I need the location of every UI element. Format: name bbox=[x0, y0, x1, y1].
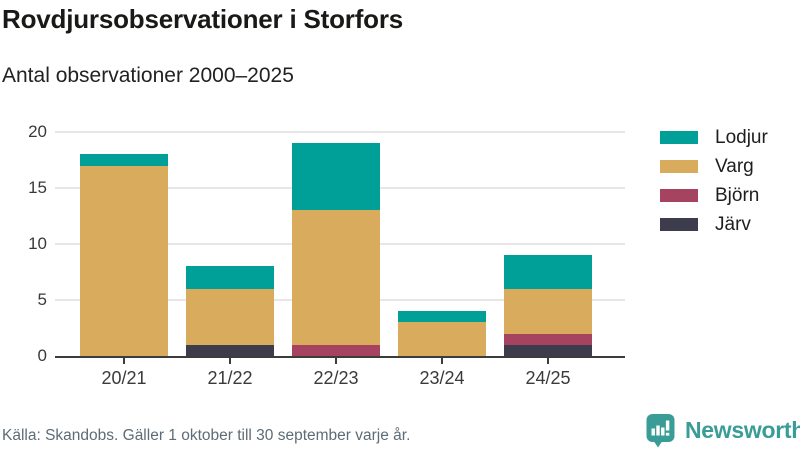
bar-segment-varg bbox=[504, 288, 592, 334]
y-axis-tick-label: 20 bbox=[28, 122, 47, 141]
source-note: Källa: Skandobs. Gäller 1 oktober till 3… bbox=[2, 427, 411, 444]
legend-swatch-jrv bbox=[660, 218, 698, 231]
bar-segment-varg bbox=[398, 322, 486, 356]
x-axis-tick-label: 20/21 bbox=[101, 368, 147, 388]
stacked-bar-2021 bbox=[80, 154, 168, 356]
bar-segment-bjrn bbox=[504, 333, 592, 345]
legend-label: Järv bbox=[715, 214, 751, 235]
y-axis-tick-label: 15 bbox=[28, 178, 47, 197]
x-axis-tick-label: 22/23 bbox=[313, 368, 359, 388]
stacked-bar-2122 bbox=[186, 266, 274, 356]
legend-item-lodjur: Lodjur bbox=[660, 127, 768, 148]
gridline-y-20 bbox=[55, 131, 625, 133]
bar-segment-lodjur bbox=[398, 311, 486, 323]
stacked-bar-2324 bbox=[398, 311, 486, 356]
chart-subtitle: Antal observationer 2000–2025 bbox=[2, 64, 294, 87]
x-axis-tick bbox=[441, 358, 443, 364]
legend-label: Varg bbox=[715, 156, 754, 177]
legend-item-jrv: Järv bbox=[660, 214, 768, 235]
legend: Lodjur Varg Björn Järv bbox=[660, 127, 768, 247]
bar-segment-lodjur bbox=[80, 154, 168, 166]
legend-item-bjrn: Björn bbox=[660, 185, 768, 206]
y-axis-tick-label: 0 bbox=[37, 346, 47, 365]
brand-name: Newsworthy bbox=[685, 417, 800, 443]
newsworthy-logo[interactable]: Newsworthy bbox=[645, 413, 800, 448]
x-axis-tick bbox=[229, 358, 231, 364]
bar-segment-lodjur bbox=[186, 266, 274, 289]
stacked-bar-2425 bbox=[504, 255, 592, 356]
x-axis-tick-label: 23/24 bbox=[419, 368, 465, 388]
legend-item-varg: Varg bbox=[660, 156, 768, 177]
bar-segment-jrv bbox=[504, 344, 592, 356]
legend-swatch-varg bbox=[660, 160, 698, 173]
plot-area: 0 5 10 15 20 20/21 21/22 22/23 23/24 24/25 bbox=[28, 122, 625, 388]
x-axis-tick bbox=[335, 358, 337, 364]
legend-label: Björn bbox=[715, 185, 760, 206]
x-axis-tick-label: 21/22 bbox=[207, 368, 253, 388]
chart-title: Rovdjursobservationer i Storfors bbox=[2, 4, 404, 34]
x-axis-tick bbox=[547, 358, 549, 364]
stacked-bar-2223 bbox=[292, 143, 380, 356]
bar-chart-speech-bubble-icon bbox=[646, 414, 675, 448]
bar-segment-jrv bbox=[186, 344, 274, 356]
x-axis-tick bbox=[123, 358, 125, 364]
bar-segment-bjrn bbox=[292, 344, 380, 356]
bar-segment-lodjur bbox=[504, 255, 592, 289]
legend-swatch-bjrn bbox=[660, 189, 698, 202]
y-axis-tick-label: 5 bbox=[37, 290, 47, 309]
bar-segment-lodjur bbox=[292, 143, 380, 211]
bar-segment-varg bbox=[186, 288, 274, 345]
legend-label: Lodjur bbox=[715, 127, 768, 148]
legend-swatch-lodjur bbox=[660, 131, 698, 144]
bar-segment-varg bbox=[292, 210, 380, 345]
x-axis-tick-label: 24/25 bbox=[525, 368, 571, 388]
y-axis-tick-label: 10 bbox=[28, 234, 47, 253]
bar-segment-varg bbox=[80, 165, 168, 356]
